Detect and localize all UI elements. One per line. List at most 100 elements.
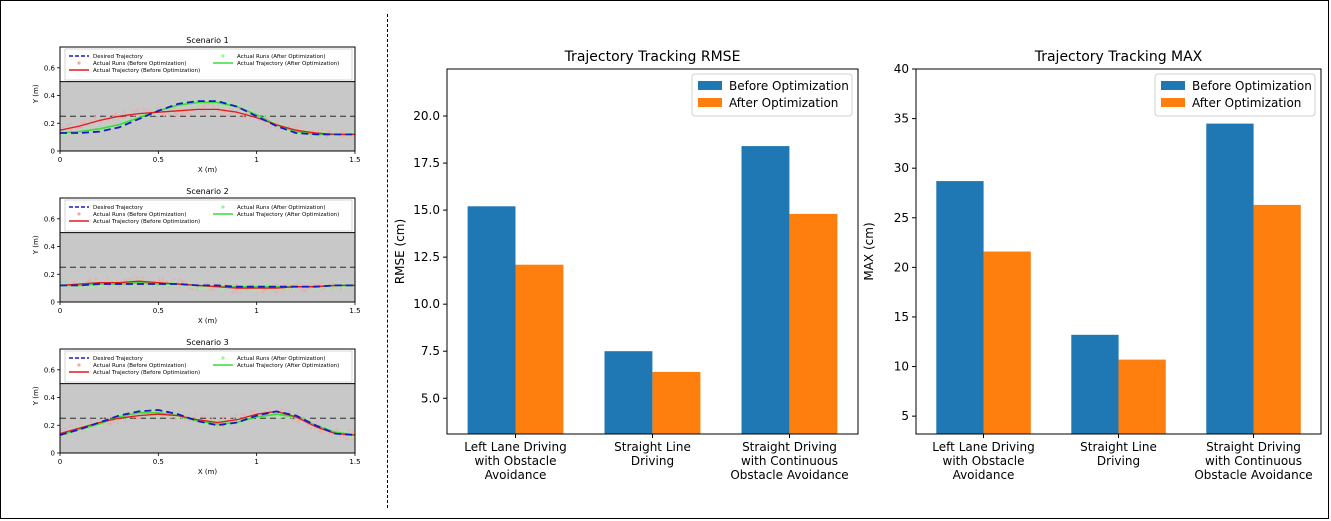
- after-run-point: [146, 285, 148, 288]
- after-run-point: [87, 126, 90, 129]
- before-run-point: [165, 280, 168, 282]
- before-run-point: [304, 288, 307, 291]
- before-run-point: [186, 111, 189, 114]
- after-run-point: [177, 418, 180, 420]
- before-run-point: [117, 118, 120, 121]
- after-run-point: [317, 136, 320, 139]
- before-run-point: [280, 408, 283, 411]
- before-run-point: [275, 283, 278, 286]
- before-run-point: [276, 120, 279, 123]
- before-run-point: [171, 418, 174, 421]
- before-run-point: [73, 281, 76, 283]
- axes-frame: [915, 68, 1322, 435]
- legend-label: Actual Runs (Before Optimization): [93, 61, 186, 67]
- after-run-point: [351, 436, 354, 439]
- after-run-point: [247, 282, 250, 285]
- after-run-point: [113, 286, 116, 289]
- after-run-point: [204, 288, 206, 291]
- before-run-point: [124, 279, 127, 282]
- before-run-point: [127, 277, 130, 280]
- category-label: Straight Driving: [742, 440, 837, 454]
- after-run-point: [107, 421, 110, 424]
- scenario-2-plot: 0 0.5 1 1.5 0 0.2 0.4 0.6 Scenario 2 X (m) Y (m) De…: [32, 187, 361, 325]
- before-run-point: [194, 413, 196, 416]
- before-run-point: [212, 104, 215, 107]
- x-tick-label: 1: [254, 156, 258, 164]
- after-run-point: [333, 135, 336, 138]
- legend-label: Actual Trajectory (Before Optimization): [93, 219, 200, 225]
- after-run-point: [201, 423, 204, 426]
- legend-label: Actual Trajectory (Before Optimization): [93, 370, 200, 376]
- before-run-point: [267, 125, 270, 128]
- y-tick-label: 0: [51, 148, 55, 156]
- before-run-point: [243, 117, 246, 120]
- after-run-point: [195, 287, 198, 289]
- x-tick-label: 1.5: [349, 458, 360, 466]
- category-label: Left Lane Driving: [464, 440, 566, 454]
- legend-box: [64, 350, 353, 383]
- y-axis-label: RMSE (cm): [393, 219, 407, 284]
- after-run-point: [322, 425, 325, 428]
- after-run-point: [263, 283, 266, 286]
- before-run-point: [143, 108, 146, 111]
- after-run-point: [328, 286, 331, 289]
- before-run-point: [175, 113, 178, 115]
- y-tick-label: 15: [894, 310, 909, 324]
- y-tick-label: 0.6: [44, 366, 56, 374]
- before-run-point: [87, 124, 90, 127]
- after-run-point: [61, 282, 64, 285]
- before-run-point: [109, 414, 112, 417]
- legend-swatch: [77, 212, 81, 216]
- legend-swatch: [221, 356, 225, 360]
- before-run-point: [157, 277, 160, 280]
- legend-label: After Optimization: [729, 96, 838, 110]
- before-run-point: [102, 423, 105, 426]
- after-run-point: [297, 284, 300, 286]
- after-run-point: [176, 107, 179, 109]
- before-run-point: [99, 121, 102, 124]
- before-run-point: [292, 124, 295, 127]
- before-run-point: [83, 122, 86, 125]
- y-tick-label: 0.4: [44, 243, 56, 251]
- after-run-point: [217, 98, 220, 101]
- before-run-point: [342, 435, 345, 438]
- scenario-title: Scenario 2: [186, 187, 228, 196]
- chart-title: Trajectory Tracking RMSE: [564, 49, 741, 65]
- before-run-point: [231, 290, 234, 293]
- before-run-point: [277, 122, 280, 125]
- after-run-point: [225, 425, 228, 428]
- after-run-point: [242, 282, 245, 285]
- after-run-point: [227, 423, 230, 426]
- before-run-point: [168, 286, 171, 289]
- y-tick-label: 5: [901, 409, 909, 423]
- after-run-point: [338, 281, 341, 284]
- before-run-point: [64, 427, 67, 430]
- before-run-point: [146, 107, 149, 110]
- bar-after: [515, 264, 564, 434]
- x-tick-label: 1.5: [349, 307, 360, 315]
- before-run-point: [234, 290, 237, 293]
- before-run-point: [133, 114, 136, 117]
- y-tick-label: 30: [894, 161, 909, 175]
- category-label: with Obstacle: [475, 454, 557, 468]
- after-run-point: [154, 113, 157, 116]
- before-run-point: [296, 412, 299, 415]
- after-run-point: [349, 436, 352, 439]
- before-run-point: [88, 280, 91, 283]
- after-run-point: [291, 282, 294, 285]
- before-run-point: [291, 419, 294, 421]
- y-tick-label: 0: [51, 450, 55, 458]
- after-run-point: [81, 286, 84, 289]
- y-tick-label: 15.0: [413, 203, 440, 217]
- after-run-point: [153, 415, 156, 418]
- legend-swatch: [221, 54, 225, 58]
- after-run-point: [284, 287, 287, 290]
- after-run-point: [338, 286, 341, 289]
- legend-swatch: [1161, 81, 1185, 90]
- y-axis-label: Y (m): [32, 84, 40, 104]
- before-run-point: [155, 107, 158, 110]
- before-run-point: [319, 289, 322, 292]
- before-run-point: [115, 112, 118, 115]
- before-run-point: [94, 277, 97, 280]
